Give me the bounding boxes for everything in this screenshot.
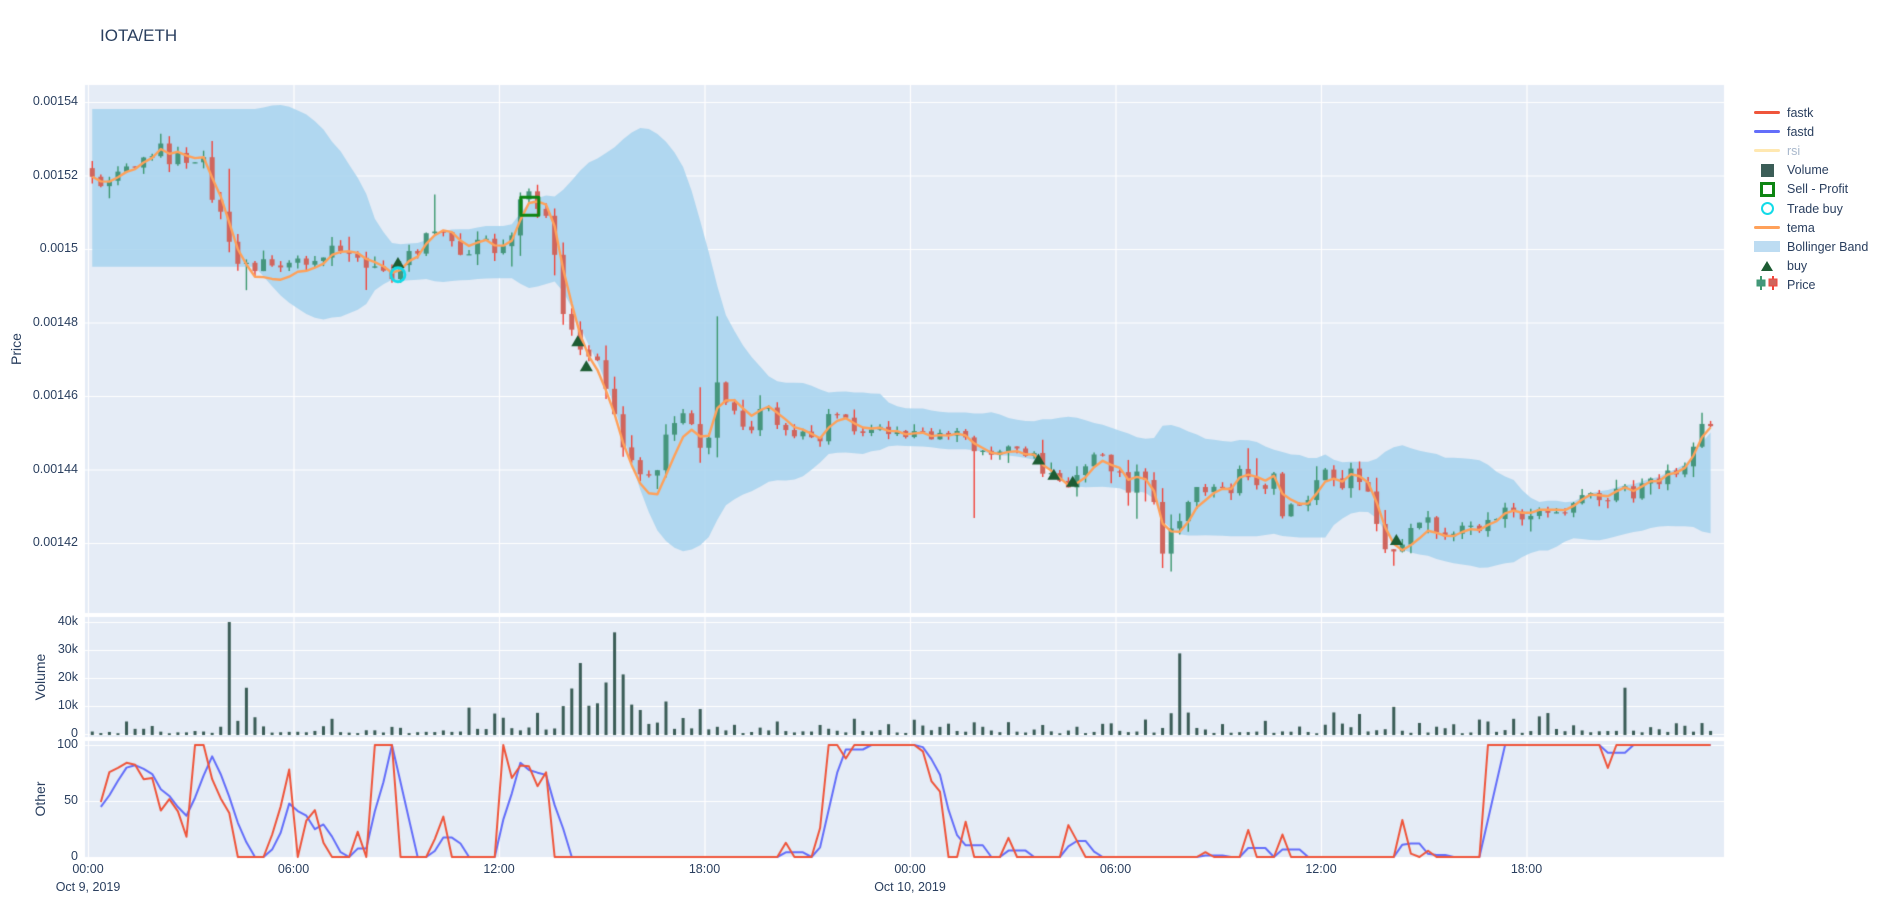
price-candlestick-icon <box>1754 275 1780 296</box>
volume-tick-label: 10k <box>57 698 78 712</box>
price-tick-label: 0.00142 <box>32 535 78 549</box>
legend-item-trade-buy[interactable]: Trade buy <box>1752 199 1868 218</box>
legend-label: Volume <box>1787 163 1829 178</box>
price-tick-label: 0.00152 <box>32 167 78 182</box>
legend-item-sell-profit[interactable]: Sell - Profit <box>1752 180 1868 199</box>
volume-square-icon <box>1760 163 1774 177</box>
x-tick-label: 00:00 <box>72 862 104 876</box>
x-tick-label: 00:00 <box>894 862 926 876</box>
legend-label: tema <box>1787 220 1815 235</box>
price-axis-title: Price <box>8 333 24 365</box>
price-tick-label: 0.00146 <box>32 388 78 402</box>
legend-label: Trade buy <box>1787 201 1843 216</box>
x-tick-label: 06:00 <box>277 862 310 876</box>
legend-item-tema[interactable]: tema <box>1752 218 1868 237</box>
x-tick-label: 18:00 <box>1510 862 1543 876</box>
legend: fastk fastd rsi Volume Sell - Profit Tra… <box>1752 103 1868 295</box>
buy-triangle-icon <box>1761 261 1773 272</box>
legend-item-bollinger-band[interactable]: Bollinger Band <box>1752 237 1868 256</box>
legend-item-volume[interactable]: Volume <box>1752 161 1868 180</box>
tema-line-icon <box>1754 226 1780 230</box>
fastd-line-icon <box>1754 130 1780 134</box>
volume-axis-title: Volume <box>32 653 48 701</box>
sell-profit-square-icon <box>1759 181 1775 197</box>
legend-label: Bollinger Band <box>1787 239 1869 254</box>
legend-label: buy <box>1787 259 1808 274</box>
x-tick-label: 18:00 <box>688 862 721 876</box>
volume-tick-label: 20k <box>57 670 78 684</box>
fastk-line-icon <box>1754 111 1780 115</box>
volume-tick-label: 40k <box>57 614 78 628</box>
other-tick-label: 0 <box>71 849 78 863</box>
legend-label: Price <box>1787 278 1816 293</box>
legend-label: rsi <box>1787 143 1801 158</box>
x-tick-date-label: Oct 10, 2019 <box>874 880 946 894</box>
x-tick-label: 12:00 <box>483 862 515 876</box>
legend-item-fastk[interactable]: fastk <box>1752 103 1868 122</box>
bollinger-band-icon <box>1754 241 1780 253</box>
legend-label: Sell - Profit <box>1787 182 1849 197</box>
volume-tick-label: 0 <box>71 726 78 740</box>
other-tick-label: 50 <box>64 793 78 807</box>
price-tick-label: 0.00148 <box>32 314 78 329</box>
legend-label: fastk <box>1787 105 1814 120</box>
other-tick-label: 100 <box>57 737 78 751</box>
price-tick-label: 0.00144 <box>32 461 78 476</box>
trade-buy-circle-icon <box>1760 202 1774 216</box>
legend-item-fastd[interactable]: fastd <box>1752 122 1868 141</box>
legend-item-price[interactable]: Price <box>1752 275 1868 296</box>
price-tick-label: 0.00154 <box>32 94 78 108</box>
legend-item-rsi[interactable]: rsi <box>1752 141 1868 160</box>
other-axis-title: Other <box>32 781 48 817</box>
chart-title: IOTA/ETH <box>100 26 178 45</box>
volume-tick-label: 30k <box>57 642 78 656</box>
legend-label: fastd <box>1787 124 1815 139</box>
rsi-line-icon <box>1754 149 1780 153</box>
price-tick-label: 0.0015 <box>39 241 78 255</box>
legend-item-buy[interactable]: buy <box>1752 257 1868 276</box>
x-tick-label: 12:00 <box>1305 862 1337 876</box>
x-tick-date-label: Oct 9, 2019 <box>55 880 121 894</box>
x-tick-label: 06:00 <box>1099 862 1132 876</box>
